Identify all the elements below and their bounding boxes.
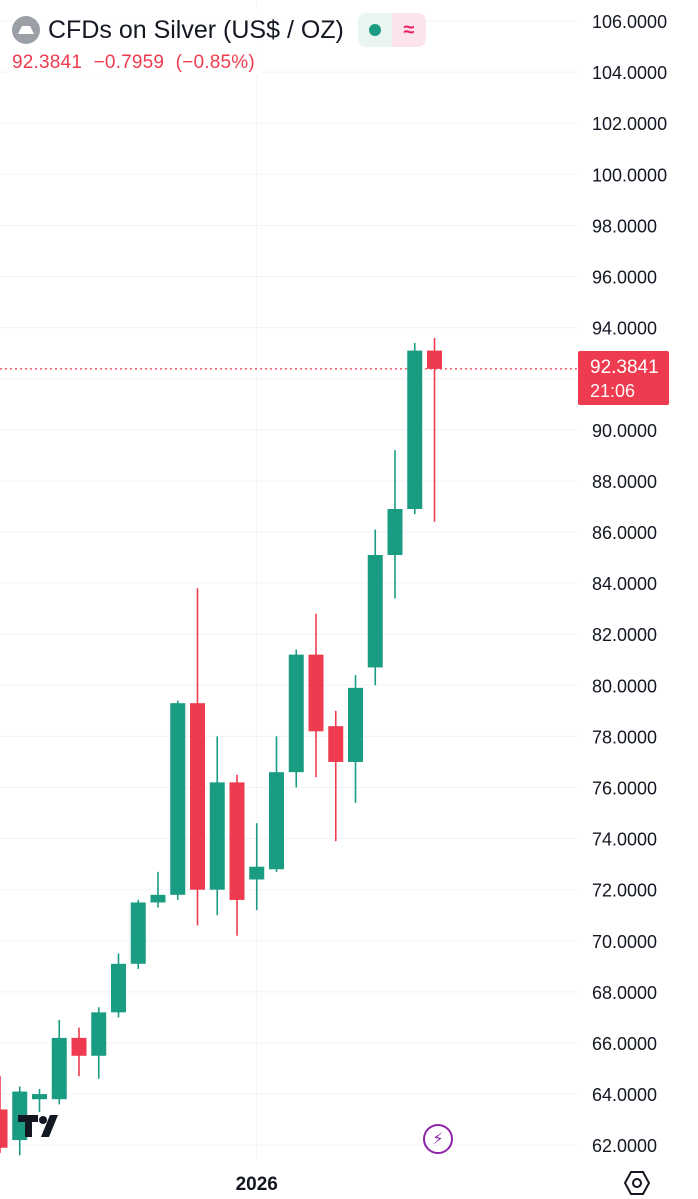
y-tick-label: 100.0000 xyxy=(592,165,667,185)
silver-ingot-icon[interactable] xyxy=(12,16,40,44)
candle-body[interactable] xyxy=(0,1109,8,1148)
candle-body[interactable] xyxy=(130,902,146,964)
bar-countdown: 21:06 xyxy=(590,381,636,401)
y-tick-label: 82.0000 xyxy=(592,625,657,645)
price-change: −0.7959 xyxy=(93,52,165,73)
y-tick-label: 64.0000 xyxy=(592,1085,657,1105)
candle-body[interactable] xyxy=(32,1094,47,1100)
y-tick-label: 80.0000 xyxy=(592,676,657,696)
candle-body[interactable] xyxy=(288,654,304,773)
y-tick-label: 76.0000 xyxy=(592,779,657,799)
candle-body[interactable] xyxy=(209,782,225,890)
gear-icon[interactable] xyxy=(624,1170,650,1196)
price-change-percent: (−0.85%) xyxy=(175,52,255,73)
candle-body[interactable] xyxy=(367,554,383,668)
y-tick-label: 90.0000 xyxy=(592,421,657,441)
status-pill[interactable]: ≈ xyxy=(357,13,426,47)
candle-body[interactable] xyxy=(51,1037,67,1100)
candle-body[interactable] xyxy=(91,1012,107,1056)
y-tick-label: 102.0000 xyxy=(592,114,667,134)
chart-header: CFDs on Silver (US$ / OZ) ≈ xyxy=(12,8,426,52)
current-price-tag: 92.3841 21:06 xyxy=(578,351,669,405)
tradingview-logo-icon[interactable] xyxy=(18,1112,68,1140)
last-price: 92.3841 xyxy=(12,52,83,73)
y-tick-label: 68.0000 xyxy=(592,983,657,1003)
market-open-dot-icon xyxy=(368,24,381,36)
y-tick-label: 74.0000 xyxy=(592,830,657,850)
candle-body[interactable] xyxy=(170,703,186,895)
candle-body[interactable] xyxy=(387,509,403,555)
y-tick-label: 88.0000 xyxy=(592,472,657,492)
quote-line: 92.3841 −0.7959 (−0.85%) xyxy=(12,52,261,74)
market-status-indicator[interactable] xyxy=(357,13,392,47)
y-tick-label: 86.0000 xyxy=(592,523,657,543)
candle-body[interactable] xyxy=(111,963,126,1013)
y-tick-label: 96.0000 xyxy=(592,268,657,288)
candle-body[interactable] xyxy=(190,703,205,890)
candle-body[interactable] xyxy=(71,1037,87,1056)
candle-body[interactable] xyxy=(328,726,344,762)
candle-body[interactable] xyxy=(269,772,284,870)
y-tick-label: 84.0000 xyxy=(592,574,657,594)
y-tick-label: 66.0000 xyxy=(592,1034,657,1054)
y-tick-label: 72.0000 xyxy=(592,881,657,901)
symbol-title[interactable]: CFDs on Silver (US$ / OZ) xyxy=(48,15,344,44)
y-tick-label: 94.0000 xyxy=(592,319,657,339)
candle-body[interactable] xyxy=(150,894,166,903)
y-tick-label: 78.0000 xyxy=(592,727,657,747)
candle-body[interactable] xyxy=(308,654,324,732)
delayed-data-icon[interactable]: ≈ xyxy=(391,13,426,47)
y-tick-label: 106.0000 xyxy=(592,12,667,32)
current-price-label: 92.3841 xyxy=(590,357,659,378)
y-tick-label: 62.0000 xyxy=(592,1136,657,1156)
y-tick-label: 70.0000 xyxy=(592,932,657,952)
x-tick-label: 2026 xyxy=(236,1174,278,1195)
candle-body[interactable] xyxy=(348,687,363,762)
lightning-bolt-icon[interactable]: ⚡ xyxy=(423,1124,453,1154)
candle-body[interactable] xyxy=(427,350,442,369)
y-tick-label: 104.0000 xyxy=(592,63,667,83)
candle-body[interactable] xyxy=(229,782,245,900)
candle-body[interactable] xyxy=(249,866,265,880)
candle-body[interactable] xyxy=(407,350,423,510)
y-tick-label: 98.0000 xyxy=(592,216,657,236)
